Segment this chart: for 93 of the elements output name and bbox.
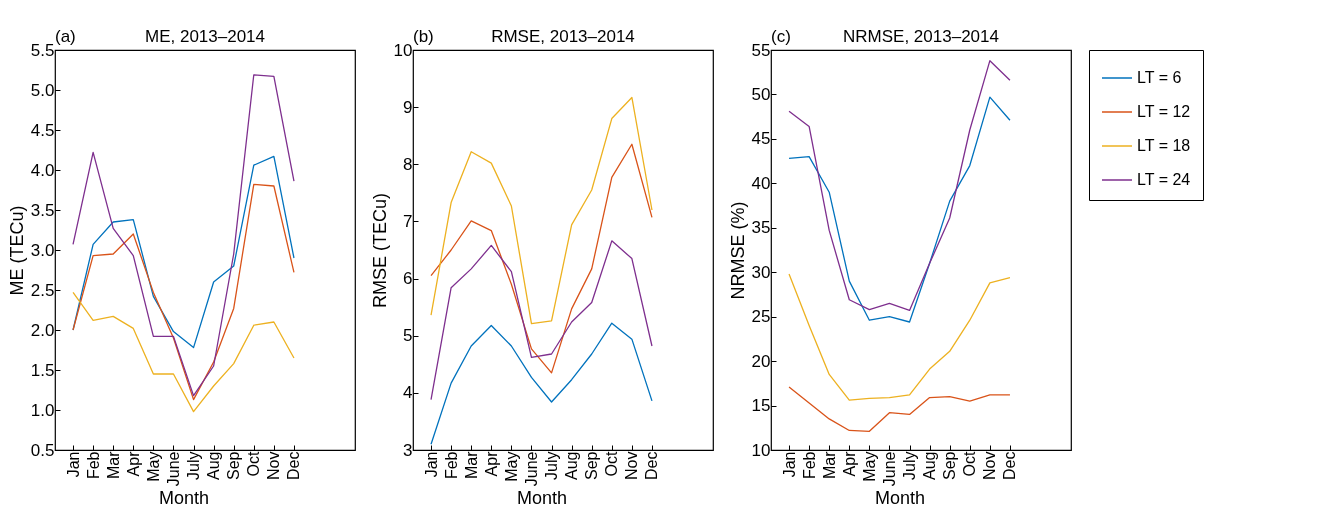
x-tick-label: Jan [780,451,798,478]
text: (a) [55,27,76,46]
x-tick-label: June [880,451,898,487]
x-tick-label: Feb [84,451,102,480]
text: (c) [771,27,791,46]
x-tick-label: Oct [603,450,621,477]
y-tick-label: 55 [751,40,771,60]
line-series [788,96,1011,323]
x-tick-label: Dec [1001,451,1019,480]
x-tick-label: Mar [104,450,122,480]
line-series [788,60,1011,312]
y-tick-label: 4 [403,383,413,403]
x-tick-label: Dec [643,451,661,480]
text: (b) [413,27,434,46]
line-series [72,183,295,401]
x-tick-label: Aug [205,451,223,480]
y-tick-label: 35 [751,218,771,238]
x-tick-label: Aug [563,451,581,480]
x-tick-label: Dec [285,451,303,480]
y-tick-label: 1.5 [30,360,55,380]
legend-label: LT = 12 [1137,103,1191,120]
x-tick-label: July [543,451,561,480]
legend-label: LT = 18 [1137,137,1191,154]
x-tick-label: Nov [623,451,641,480]
y-axis-title: NRMSE (%) [727,201,748,300]
x-tick-label: Oct [245,450,263,477]
x-tick-label: July [185,451,203,480]
x-tick-label: Mar [462,450,480,480]
x-tick-label: May [144,451,162,482]
y-tick-label: 2.5 [30,280,55,300]
x-axis-title: Month [516,488,568,509]
y-tick-label: 4.5 [30,120,55,140]
line-series [430,96,653,325]
legend-label: LT = 24 [1137,171,1191,188]
y-tick-label: 50 [751,84,771,104]
x-tick-label: June [164,451,182,487]
y-tick-label: 9 [403,97,413,117]
x-tick-label: Nov [265,451,283,480]
y-tick-label: 6 [403,269,413,289]
line-series [430,322,653,445]
x-tick-label: Jan [64,451,82,478]
y-tick-label: 30 [751,262,771,282]
y-tick-label: 8 [403,154,413,174]
x-tick-label: Sep [583,451,601,480]
x-tick-label: Apr [482,450,500,477]
x-axis-title: Month [874,488,926,509]
line-series [430,240,653,401]
x-tick-label: June [522,451,540,487]
x-tick-label: Nov [981,451,999,480]
line-series [72,74,295,397]
line-series [72,291,295,413]
y-tick-label: 5.0 [30,80,55,100]
y-tick-label: 40 [751,173,771,193]
y-tick-label: 10 [751,440,771,460]
y-tick-label: 5 [403,326,413,346]
x-tick-label: Feb [800,451,818,480]
x-tick-label: Mar [820,450,838,480]
y-tick-label: 2.0 [30,320,55,340]
y-tick-label: 3 [403,440,413,460]
line-series [788,273,1011,401]
y-tick-label: 4.0 [30,160,55,180]
y-tick-label: 10 [393,40,413,60]
y-tick-label: 0.5 [30,440,55,460]
chart-title: RMSE, 2013–2014 [491,27,635,46]
y-tick-label: 7 [403,211,413,231]
x-tick-label: Apr [840,450,858,477]
chart-title: ME, 2013–2014 [144,27,266,46]
x-tick-label: Apr [124,450,142,477]
x-tick-label: Feb [442,451,460,480]
y-tick-label: 3.5 [30,200,55,220]
x-tick-label: Sep [225,451,243,480]
x-axis-title: Month [158,488,210,509]
x-tick-label: Jan [422,451,440,478]
line-series [788,386,1011,432]
y-tick-label: 3.0 [30,240,55,260]
y-tick-label: 1.0 [30,400,55,420]
y-tick-label: 25 [751,307,771,327]
y-tick-label: 15 [751,396,771,416]
chart-title: NRMSE, 2013–2014 [843,27,999,46]
x-tick-label: Aug [921,451,939,480]
y-axis-title: RMSE (TECu) [369,192,390,309]
y-axis-title: ME (TECu) [6,205,27,296]
y-tick-label: 20 [751,351,771,371]
line-series [430,143,653,374]
y-tick-label: 5.5 [30,40,55,60]
x-tick-label: July [901,451,919,480]
line-series [72,155,295,349]
y-tick-label: 45 [751,129,771,149]
x-tick-label: Sep [941,451,959,480]
x-tick-label: May [860,451,878,482]
x-tick-label: May [502,451,520,482]
x-tick-label: Oct [961,450,979,477]
legend-label: LT = 6 [1137,69,1182,86]
